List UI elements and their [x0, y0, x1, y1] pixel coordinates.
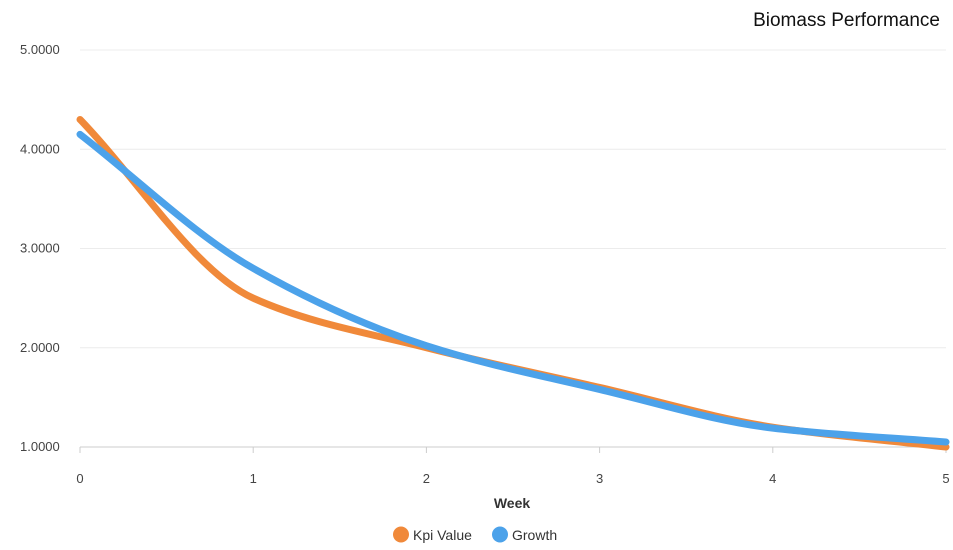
y-tick-label: 4.0000	[20, 141, 60, 156]
legend-item-growth[interactable]: Growth	[492, 526, 557, 544]
x-tick-label: 1	[250, 471, 257, 486]
legend-swatch	[393, 526, 409, 543]
chart-title: Biomass Performance	[753, 10, 940, 31]
legend-label: Growth	[512, 527, 557, 543]
legend-item-kpi-value[interactable]: Kpi Value	[393, 526, 472, 544]
series-line-growth	[76, 130, 950, 446]
y-tick-label: 2.0000	[20, 340, 60, 355]
y-tick-label: 5.0000	[20, 42, 60, 57]
y-tick-label: 3.0000	[20, 241, 60, 256]
series-lines	[76, 115, 950, 451]
x-axis-title: Week	[494, 495, 531, 511]
y-axis: 1.0000 2.0000 3.0000 4.0000 5.0000	[20, 42, 60, 454]
x-axis: 0 1 2 3 4 5	[76, 447, 950, 486]
legend-swatch	[492, 526, 508, 543]
x-tick-label: 5	[942, 471, 949, 486]
y-tick-label: 1.0000	[20, 439, 60, 454]
legend-label: Kpi Value	[413, 527, 472, 543]
grid-lines	[80, 49, 946, 349]
x-tick-label: 3	[596, 471, 603, 486]
x-tick-label: 2	[423, 471, 430, 486]
legend[interactable]: Kpi Value Growth	[393, 526, 557, 544]
x-tick-label: 0	[76, 471, 83, 486]
x-tick-label: 4	[769, 471, 776, 486]
series-line-kpi-value	[76, 115, 950, 451]
